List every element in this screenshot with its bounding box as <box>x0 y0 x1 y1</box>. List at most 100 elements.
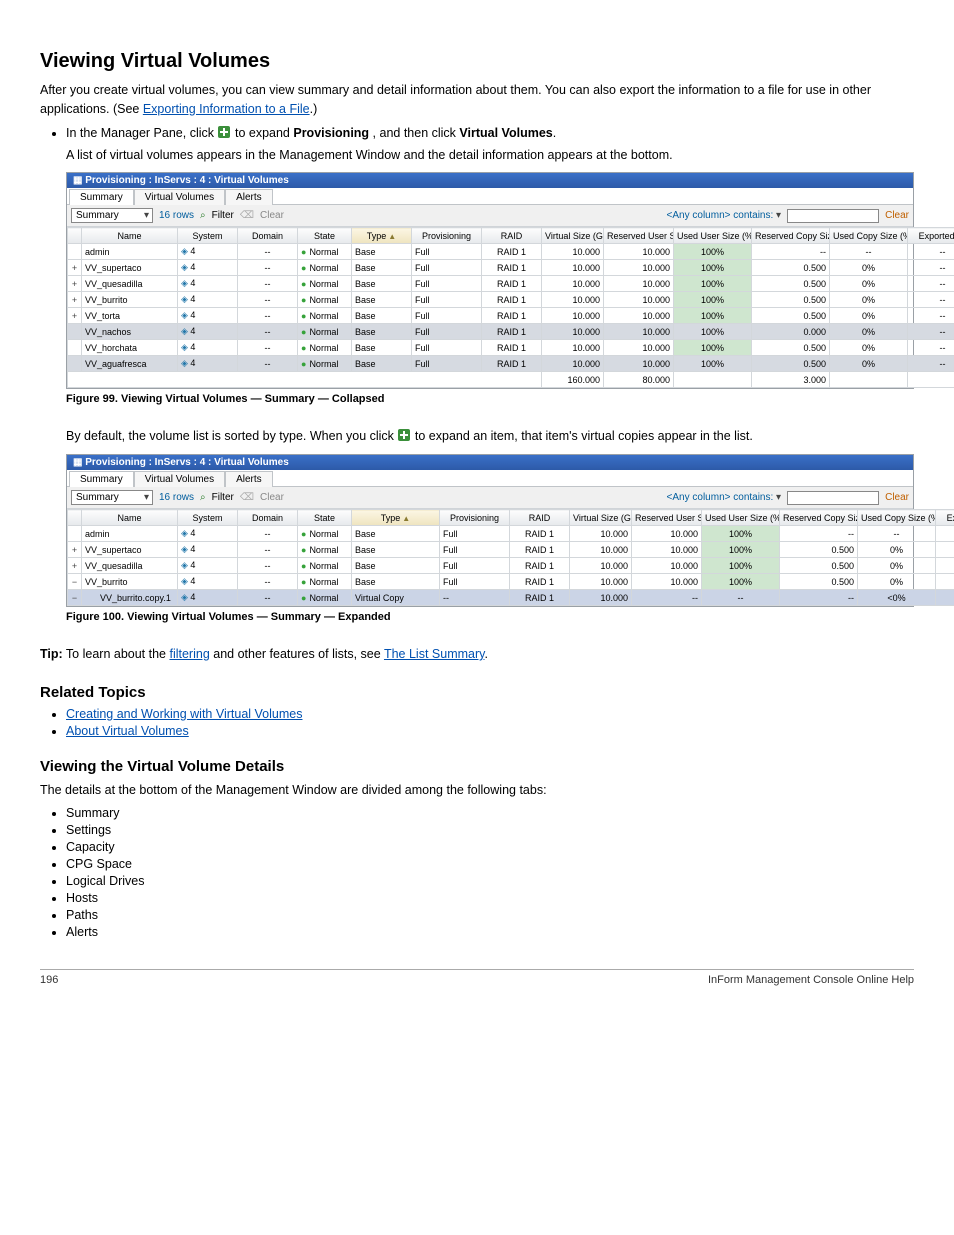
cell-domain: -- <box>238 526 298 542</box>
cell-provisioning: Full <box>412 292 482 308</box>
column-dropdown[interactable]: <Any column> contains: <box>667 210 782 221</box>
tab-summary[interactable]: Summary <box>69 189 134 205</box>
clear-search[interactable]: Clear <box>885 210 909 221</box>
cell-used-user: 100% <box>702 558 780 574</box>
col-exported-to[interactable]: Exported To <box>908 228 954 244</box>
col-raid[interactable]: RAID <box>482 228 542 244</box>
search-input[interactable] <box>787 491 879 505</box>
tab-virtual-volumes[interactable]: Virtual Volumes <box>134 189 225 205</box>
cell-type: Base <box>352 276 412 292</box>
col-type[interactable]: Type▲ <box>352 510 440 526</box>
expander-icon[interactable]: + <box>68 292 82 308</box>
cell-system: ◈ 4 <box>178 356 238 372</box>
list-summary-link[interactable]: The List Summary <box>384 647 485 661</box>
cell-type: Base <box>352 356 412 372</box>
tab-summary[interactable]: Summary <box>69 471 134 487</box>
col-system[interactable]: System <box>178 228 238 244</box>
expander-icon[interactable]: + <box>68 308 82 324</box>
expander-icon[interactable]: − <box>68 590 82 606</box>
filter-button[interactable]: Filter <box>212 210 234 221</box>
cell-virtual-size: 10.000 <box>542 244 604 260</box>
expander-icon[interactable] <box>68 340 82 356</box>
col-used-user[interactable]: Used User Size (% Virtual) <box>674 228 752 244</box>
cell-domain: -- <box>238 324 298 340</box>
related-link-2[interactable]: About Virtual Volumes <box>66 724 189 738</box>
cell-used-copy: 0% <box>830 276 908 292</box>
cell-exported: -- <box>908 308 954 324</box>
col-expander[interactable] <box>68 228 82 244</box>
export-link[interactable]: Exporting Information to a File <box>143 102 310 116</box>
table-row[interactable]: +VV_quesadilla◈ 4--NormalBaseFullRAID 11… <box>68 276 954 292</box>
col-state[interactable]: State <box>298 228 352 244</box>
table-row[interactable]: VV_nachos◈ 4--NormalBaseFullRAID 110.000… <box>68 324 954 340</box>
expander-icon[interactable]: − <box>68 574 82 590</box>
cell-exported: -- <box>908 260 954 276</box>
table-row[interactable]: +VV_supertaco◈ 4--NormalBaseFullRAID 110… <box>68 260 954 276</box>
col-exported-to[interactable]: Exported To <box>936 510 954 526</box>
filtering-link[interactable]: filtering <box>169 647 209 661</box>
filter-button[interactable]: Filter <box>212 492 234 503</box>
col-used-user[interactable]: Used User Size (% Virtual) <box>702 510 780 526</box>
col-name[interactable]: Name <box>82 228 178 244</box>
col-raid[interactable]: RAID <box>510 510 570 526</box>
table-row[interactable]: +VV_torta◈ 4--NormalBaseFullRAID 110.000… <box>68 308 954 324</box>
cell-domain: -- <box>238 542 298 558</box>
expander-icon[interactable]: + <box>68 558 82 574</box>
col-virtual-size[interactable]: Virtual Size (GiB) <box>542 228 604 244</box>
clear-icon[interactable]: ⌫ <box>240 492 254 503</box>
expander-icon[interactable]: + <box>68 542 82 558</box>
clear-filter-button[interactable]: Clear <box>260 210 284 221</box>
col-provisioning[interactable]: Provisioning <box>412 228 482 244</box>
expander-icon[interactable]: + <box>68 260 82 276</box>
cell-reserved-copy: -- <box>780 590 858 606</box>
col-reserved-user[interactable]: Reserved User Size (GiB) <box>632 510 702 526</box>
table-row[interactable]: −VV_burrito.copy.1◈ 4--NormalVirtual Cop… <box>68 590 954 606</box>
expander-icon[interactable]: + <box>68 276 82 292</box>
col-system[interactable]: System <box>178 510 238 526</box>
col-name[interactable]: Name <box>82 510 178 526</box>
filter-icon[interactable]: ⌕ <box>200 492 206 503</box>
tab-alerts[interactable]: Alerts <box>225 471 273 487</box>
col-domain[interactable]: Domain <box>238 228 298 244</box>
col-state[interactable]: State <box>298 510 352 526</box>
search-input[interactable] <box>787 209 879 223</box>
tab-virtual-volumes[interactable]: Virtual Volumes <box>134 471 225 487</box>
cell-used-copy: 0% <box>858 542 936 558</box>
clear-filter-button[interactable]: Clear <box>260 492 284 503</box>
expander-icon[interactable] <box>68 356 82 372</box>
col-type[interactable]: Type▲ <box>352 228 412 244</box>
col-reserved-copy[interactable]: Reserved Copy Size (GiB) <box>752 228 830 244</box>
table-row[interactable]: +VV_supertaco◈ 4--NormalBaseFullRAID 110… <box>68 542 954 558</box>
table-row[interactable]: +VV_quesadilla◈ 4--NormalBaseFullRAID 11… <box>68 558 954 574</box>
clear-icon[interactable]: ⌫ <box>240 210 254 221</box>
cell-type: Base <box>352 526 440 542</box>
table-row[interactable]: admin◈ 4--NormalBaseFullRAID 110.00010.0… <box>68 244 954 260</box>
cell-reserved-user: 10.000 <box>632 542 702 558</box>
col-expander[interactable] <box>68 510 82 526</box>
expander-icon[interactable] <box>68 244 82 260</box>
cell-domain: -- <box>238 260 298 276</box>
filter-icon[interactable]: ⌕ <box>200 210 206 221</box>
expander-icon[interactable] <box>68 324 82 340</box>
col-reserved-user[interactable]: Reserved User Size (GiB) <box>604 228 674 244</box>
col-domain[interactable]: Domain <box>238 510 298 526</box>
table-row[interactable]: VV_aguafresca◈ 4--NormalBaseFullRAID 110… <box>68 356 954 372</box>
col-virtual-size[interactable]: Virtual Size (GiB) <box>570 510 632 526</box>
table-row[interactable]: admin◈ 4--NormalBaseFullRAID 110.00010.0… <box>68 526 954 542</box>
table-row[interactable]: −VV_burrito◈ 4--NormalBaseFullRAID 110.0… <box>68 574 954 590</box>
expander-icon[interactable] <box>68 526 82 542</box>
view-select[interactable]: Summary <box>71 490 153 505</box>
col-used-copy[interactable]: Used Copy Size (% Virtual) <box>830 228 908 244</box>
related-link-1[interactable]: Creating and Working with Virtual Volume… <box>66 707 302 721</box>
view-select[interactable]: Summary <box>71 208 153 223</box>
col-used-copy[interactable]: Used Copy Size (% Virtual) <box>858 510 936 526</box>
detail-tab-item: Hosts <box>66 891 914 905</box>
tab-alerts[interactable]: Alerts <box>225 189 273 205</box>
col-provisioning[interactable]: Provisioning <box>440 510 510 526</box>
table-row[interactable]: VV_horchata◈ 4--NormalBaseFullRAID 110.0… <box>68 340 954 356</box>
column-dropdown[interactable]: <Any column> contains: <box>667 492 782 503</box>
clear-search[interactable]: Clear <box>885 492 909 503</box>
col-reserved-copy[interactable]: Reserved Copy Size (GiB) <box>780 510 858 526</box>
table-row[interactable]: +VV_burrito◈ 4--NormalBaseFullRAID 110.0… <box>68 292 954 308</box>
intro-paragraph: After you create virtual volumes, you ca… <box>40 81 914 119</box>
